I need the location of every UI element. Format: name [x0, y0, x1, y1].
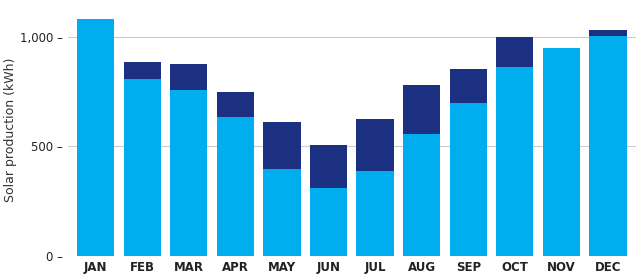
Bar: [170, 90, 207, 256]
Bar: [403, 135, 440, 256]
Bar: [77, 19, 115, 256]
Bar: [170, 64, 207, 90]
Bar: [449, 69, 487, 103]
Bar: [496, 66, 533, 256]
Bar: [589, 31, 627, 36]
Bar: [263, 122, 301, 170]
Bar: [589, 36, 627, 256]
Bar: [403, 85, 440, 135]
Bar: [124, 62, 161, 79]
Bar: [217, 117, 254, 256]
Bar: [356, 171, 394, 256]
Y-axis label: Solar production (kWh): Solar production (kWh): [4, 58, 17, 202]
Bar: [217, 92, 254, 117]
Bar: [449, 103, 487, 256]
Bar: [356, 119, 394, 171]
Bar: [310, 188, 347, 256]
Bar: [496, 37, 533, 66]
Bar: [310, 145, 347, 188]
Bar: [543, 48, 580, 256]
Bar: [263, 170, 301, 256]
Bar: [124, 79, 161, 256]
